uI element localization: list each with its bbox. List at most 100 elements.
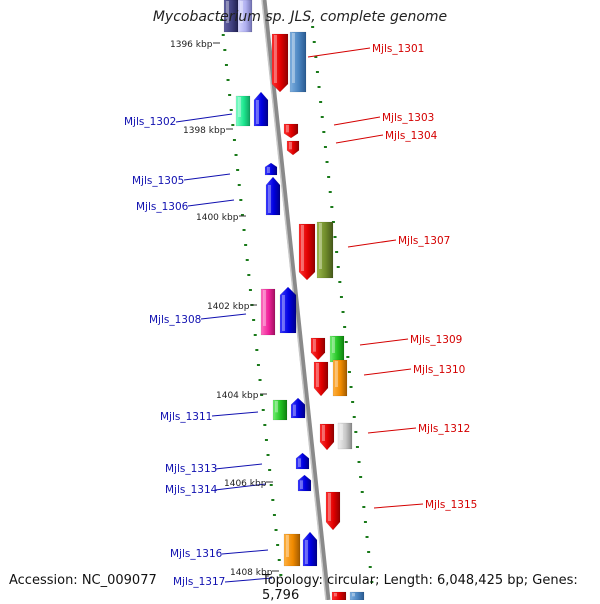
gene-block (310, 337, 326, 361)
leader-line (373, 503, 424, 509)
gene-block-sheen (282, 295, 285, 331)
leader-line (200, 313, 247, 320)
gene-block (295, 452, 310, 470)
gene-block-sheen (298, 458, 301, 467)
gene-block (260, 288, 276, 336)
leader-line (211, 411, 259, 417)
gene-block (332, 359, 348, 397)
gene-label-left[interactable]: Mjls_1311 (160, 411, 212, 423)
gene-block (302, 531, 318, 567)
leader-line (214, 483, 267, 491)
gene-block-sheen (274, 35, 277, 83)
leader-line (363, 368, 412, 376)
leader-line (347, 239, 397, 248)
gene-label-right[interactable]: Mjls_1307 (398, 235, 450, 247)
gene-block (313, 361, 329, 397)
gene-block-sheen (328, 493, 331, 521)
gene-block (283, 123, 299, 139)
gene-block-sheen (240, 1, 243, 23)
gene-label-left[interactable]: Mjls_1305 (132, 175, 184, 187)
gene-block-sheen (301, 225, 304, 271)
gene-label-left[interactable]: Mjls_1306 (136, 201, 189, 213)
gene-block (264, 162, 278, 176)
gene-block-sheen (286, 535, 289, 557)
gene-block-sheen (322, 425, 325, 441)
gene-block-sheen (340, 424, 343, 440)
gene-block-sheen (332, 337, 335, 353)
map-title: Mycobacterium sp. JLS, complete genome (152, 9, 448, 25)
kbp-label: 1406 kbp (224, 479, 267, 489)
gene-block (283, 533, 301, 567)
gene-block-sheen (300, 480, 303, 489)
genome-stats-text: Topology: circular; Length: 6,048,425 bp… (262, 573, 578, 603)
gene-label-left[interactable]: Mjls_1316 (170, 548, 223, 560)
leader-line (214, 463, 263, 470)
gene-block-sheen (305, 540, 308, 564)
gene-label-left[interactable]: Mjls_1308 (149, 314, 201, 326)
gene-block (319, 423, 335, 451)
gene-label-right[interactable]: Mjls_1315 (425, 499, 477, 511)
leader-line (183, 173, 231, 181)
leader-line (187, 199, 235, 207)
gene-block-sheen (267, 167, 270, 173)
leader-line (367, 427, 417, 434)
gene-features (223, 0, 365, 601)
label-leader-lines (175, 47, 424, 583)
gene-block-sheen (334, 593, 337, 597)
gene-label-right[interactable]: Mjls_1303 (382, 112, 434, 124)
gene-block (235, 95, 251, 127)
gene-labels: 1396 kbp 1398 kbp 1400 kbp 1402 kbp 1404… (124, 40, 477, 588)
leader-line (224, 577, 273, 583)
kbp-label: 1404 kbp (216, 391, 259, 401)
gene-block (290, 397, 306, 419)
leader-line (359, 338, 409, 346)
gene-block (265, 176, 281, 216)
gene-block-sheen (352, 593, 355, 597)
gene-block (289, 31, 307, 93)
gene-block-sheen (335, 361, 338, 387)
gene-block-sheen (293, 404, 296, 416)
gene-block-sheen (263, 290, 266, 326)
leader-line (221, 549, 269, 555)
gene-label-right[interactable]: Mjls_1304 (385, 130, 438, 142)
gene-label-left[interactable]: Mjls_1313 (165, 463, 217, 475)
gene-block (272, 399, 288, 421)
gene-block-sheen (289, 142, 292, 150)
leader-line (307, 47, 371, 58)
leader-line (333, 116, 381, 126)
gene-block-sheen (286, 125, 289, 133)
kbp-label: 1408 kbp (230, 568, 273, 578)
gene-label-right[interactable]: Mjls_1312 (418, 423, 470, 435)
gene-label-right[interactable]: Mjls_1310 (413, 364, 465, 376)
gene-block-sheen (275, 401, 278, 413)
gene-block (253, 91, 269, 127)
gene-block-sheen (292, 33, 295, 83)
kbp-label: 1400 kbp (196, 213, 239, 223)
leader-line (175, 113, 233, 123)
gene-block-sheen (226, 1, 229, 23)
accession-text: Accession: NC_009077 (9, 573, 157, 588)
kbp-label: 1398 kbp (183, 126, 226, 136)
gene-block (286, 140, 300, 156)
gene-block (237, 0, 253, 33)
gene-block (325, 491, 341, 531)
leader-line (335, 134, 384, 144)
kbp-label: 1402 kbp (207, 302, 250, 312)
gene-block-sheen (238, 97, 241, 117)
gene-block (337, 422, 353, 450)
gene-block-sheen (316, 363, 319, 387)
gene-block-sheen (313, 339, 316, 352)
gene-block-sheen (268, 185, 271, 213)
gene-label-left[interactable]: Mjls_1314 (165, 484, 218, 496)
gene-label-left[interactable]: Mjls_1302 (124, 116, 176, 128)
kbp-label: 1396 kbp (170, 40, 213, 50)
gene-block (298, 223, 316, 281)
gene-label-right[interactable]: Mjls_1309 (410, 334, 462, 346)
tick-marks (213, 19, 374, 583)
gene-label-right[interactable]: Mjls_1301 (372, 43, 424, 55)
gene-block (297, 474, 312, 492)
gene-label-left[interactable]: Mjls_1317 (173, 576, 225, 588)
gene-block-sheen (256, 100, 259, 124)
